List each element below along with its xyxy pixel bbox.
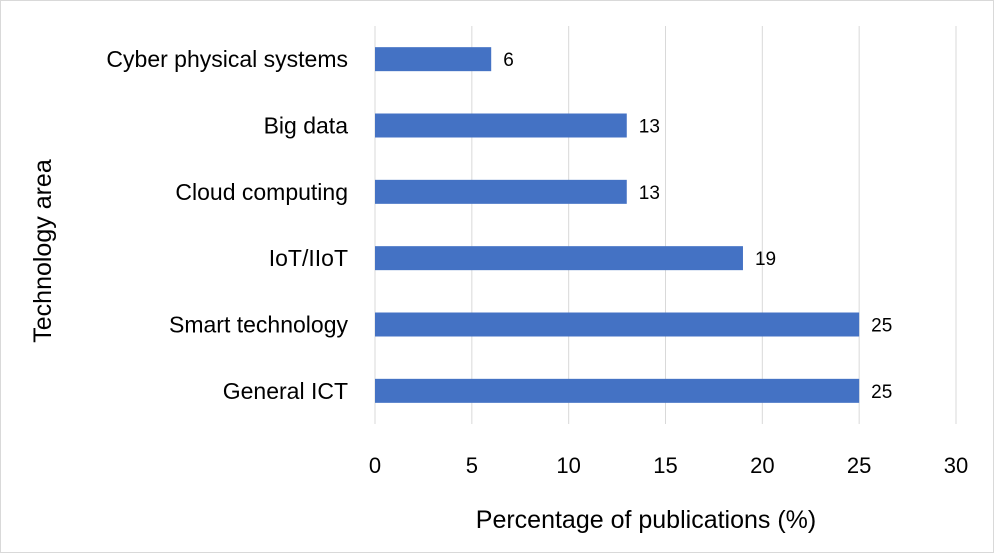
- x-tick-label: 15: [653, 453, 677, 478]
- data-label: 6: [503, 50, 514, 71]
- data-label: 13: [639, 117, 660, 138]
- bar: [375, 113, 627, 138]
- data-label: 13: [639, 183, 660, 204]
- x-tick-label: 0: [369, 453, 381, 478]
- bar: [375, 179, 627, 204]
- y-axis-title: Technology area: [29, 159, 57, 343]
- bar: [375, 378, 860, 403]
- category-label: Cloud computing: [175, 179, 348, 205]
- category-label: Cyber physical systems: [106, 46, 348, 72]
- category-label: IoT/IIoT: [269, 245, 348, 271]
- bars: [375, 47, 860, 403]
- x-tick-label: 25: [847, 453, 871, 478]
- x-tick-label: 30: [944, 453, 968, 478]
- data-labels: 6 13 13 19 25 25: [503, 50, 892, 403]
- bar: [375, 47, 492, 72]
- x-tick-label: 5: [466, 453, 478, 478]
- category-label: Big data: [264, 113, 349, 139]
- category-labels: Cyber physical systems Big data Cloud comp…: [106, 46, 348, 404]
- x-axis-title: Percentage of publications (%): [476, 506, 816, 534]
- data-label: 25: [871, 316, 892, 337]
- category-label: Smart technology: [169, 312, 348, 338]
- x-tick-label: 20: [750, 453, 774, 478]
- gridlines: [374, 26, 957, 424]
- data-label: 19: [755, 249, 776, 270]
- x-tick-labels: 0 5 10 15 20 25 30: [369, 453, 968, 478]
- category-label: General ICT: [223, 378, 348, 404]
- data-label: 25: [871, 382, 892, 403]
- bar: [375, 246, 743, 271]
- x-tick-label: 10: [556, 453, 580, 478]
- bar: [375, 312, 860, 337]
